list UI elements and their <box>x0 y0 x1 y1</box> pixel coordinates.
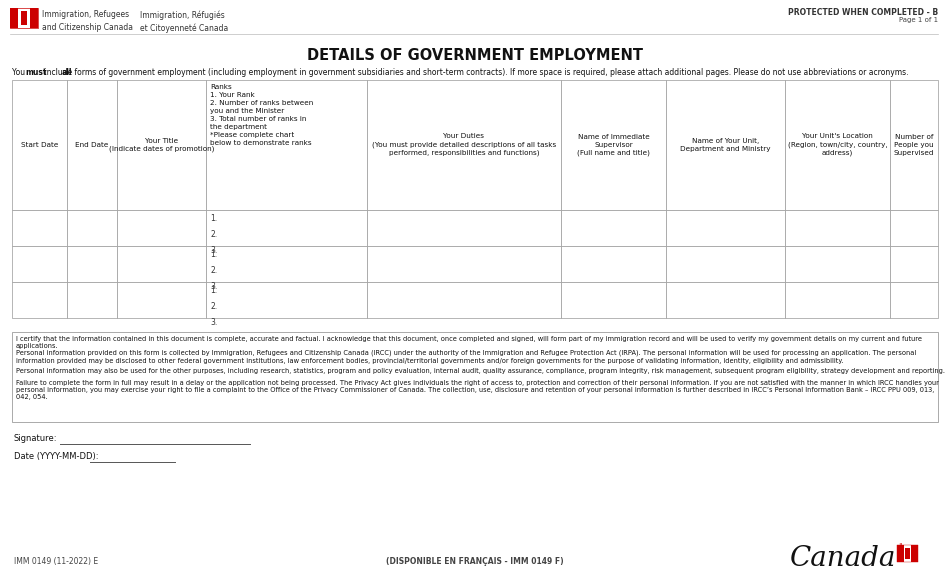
Bar <box>786 282 890 318</box>
Bar <box>911 545 918 562</box>
Text: Failure to complete the form in full may result in a delay or the application no: Failure to complete the form in full may… <box>16 380 939 400</box>
Text: Immigration, Réfugiés
et Citoyenneté Canada: Immigration, Réfugiés et Citoyenneté Can… <box>140 10 228 33</box>
Bar <box>66 80 117 210</box>
Bar <box>367 246 561 282</box>
Text: PROTECTED WHEN COMPLETED - B: PROTECTED WHEN COMPLETED - B <box>788 8 938 17</box>
Bar <box>21 11 27 25</box>
Text: Immigration, Refugees
and Citizenship Canada: Immigration, Refugees and Citizenship Ca… <box>42 10 133 32</box>
Bar <box>206 246 367 282</box>
Bar <box>666 246 786 282</box>
Bar <box>12 332 938 422</box>
Text: 1.
2.
3.: 1. 2. 3. <box>211 250 218 291</box>
Bar <box>666 210 786 246</box>
Bar <box>12 80 66 210</box>
Bar <box>367 282 561 318</box>
Text: I certify that the information contained in this document is complete, accurate : I certify that the information contained… <box>16 336 922 349</box>
Bar <box>12 210 66 246</box>
Bar <box>786 80 890 210</box>
Text: all: all <box>62 68 72 77</box>
Bar <box>66 246 117 282</box>
Text: IMM 0149 (11-2022) E: IMM 0149 (11-2022) E <box>14 557 98 566</box>
Bar <box>66 282 117 318</box>
Text: must: must <box>25 68 47 77</box>
Text: include: include <box>42 68 75 77</box>
Text: Name of Immediate
Supervisor
(Full name and title): Name of Immediate Supervisor (Full name … <box>577 134 650 156</box>
Bar <box>117 210 206 246</box>
Bar <box>18 8 30 28</box>
Text: Name of Your Unit,
Department and Ministry: Name of Your Unit, Department and Minist… <box>680 138 770 152</box>
Bar <box>206 282 367 318</box>
Bar <box>367 210 561 246</box>
Bar <box>890 246 938 282</box>
Bar <box>905 548 910 559</box>
Bar <box>897 545 904 562</box>
Bar <box>10 8 18 28</box>
Text: 1.
2.
3.: 1. 2. 3. <box>211 286 218 327</box>
Text: ‖: ‖ <box>898 543 902 550</box>
Text: Number of
People you
Supervised: Number of People you Supervised <box>894 134 934 156</box>
Bar <box>561 282 666 318</box>
Bar <box>786 246 890 282</box>
Bar <box>786 210 890 246</box>
Text: Signature:: Signature: <box>14 434 58 443</box>
Bar <box>117 80 206 210</box>
Bar <box>10 8 38 28</box>
Text: (DISPONIBLE EN FRANÇAIS - IMM 0149 F): (DISPONIBLE EN FRANÇAIS - IMM 0149 F) <box>387 557 563 566</box>
Text: Your Duties
(You must provide detailed descriptions of all tasks
performed, resp: Your Duties (You must provide detailed d… <box>371 134 556 157</box>
Text: Page 1 of 1: Page 1 of 1 <box>899 17 938 23</box>
Text: Your Unit's Location
(Region, town/city, country,
address): Your Unit's Location (Region, town/city,… <box>788 134 887 157</box>
Text: DETAILS OF GOVERNMENT EMPLOYMENT: DETAILS OF GOVERNMENT EMPLOYMENT <box>307 48 643 63</box>
Text: forms of government employment (including employment in government subsidiaries : forms of government employment (includin… <box>72 68 908 77</box>
Text: Start Date: Start Date <box>21 142 58 148</box>
Bar <box>117 246 206 282</box>
Bar <box>561 246 666 282</box>
Text: Personal information may also be used for the other purposes, including research: Personal information may also be used fo… <box>16 368 945 374</box>
Bar <box>666 282 786 318</box>
Text: End Date: End Date <box>75 142 108 148</box>
Bar <box>561 80 666 210</box>
Bar <box>367 80 561 210</box>
Bar <box>12 246 66 282</box>
Bar <box>904 545 911 562</box>
Bar <box>30 8 38 28</box>
Text: Personal information provided on this form is collected by Immigration, Refugees: Personal information provided on this fo… <box>16 350 916 363</box>
Text: Your Title
(Indicate dates of promotion): Your Title (Indicate dates of promotion) <box>109 138 215 152</box>
Text: 1.
2.
3.: 1. 2. 3. <box>211 214 218 255</box>
Text: Canada: Canada <box>789 545 896 572</box>
Bar <box>206 80 367 210</box>
Text: You: You <box>12 68 28 77</box>
Bar <box>666 80 786 210</box>
Bar <box>890 282 938 318</box>
Bar <box>66 210 117 246</box>
Text: Ranks
1. Your Rank
2. Number of ranks between
you and the Minister
3. Total numb: Ranks 1. Your Rank 2. Number of ranks be… <box>211 84 314 146</box>
Bar <box>117 282 206 318</box>
Bar <box>12 282 66 318</box>
Text: Date (YYYY-MM-DD):: Date (YYYY-MM-DD): <box>14 452 99 461</box>
Bar <box>897 545 918 562</box>
Bar <box>890 210 938 246</box>
Bar <box>206 210 367 246</box>
Bar <box>890 80 938 210</box>
Bar <box>561 210 666 246</box>
